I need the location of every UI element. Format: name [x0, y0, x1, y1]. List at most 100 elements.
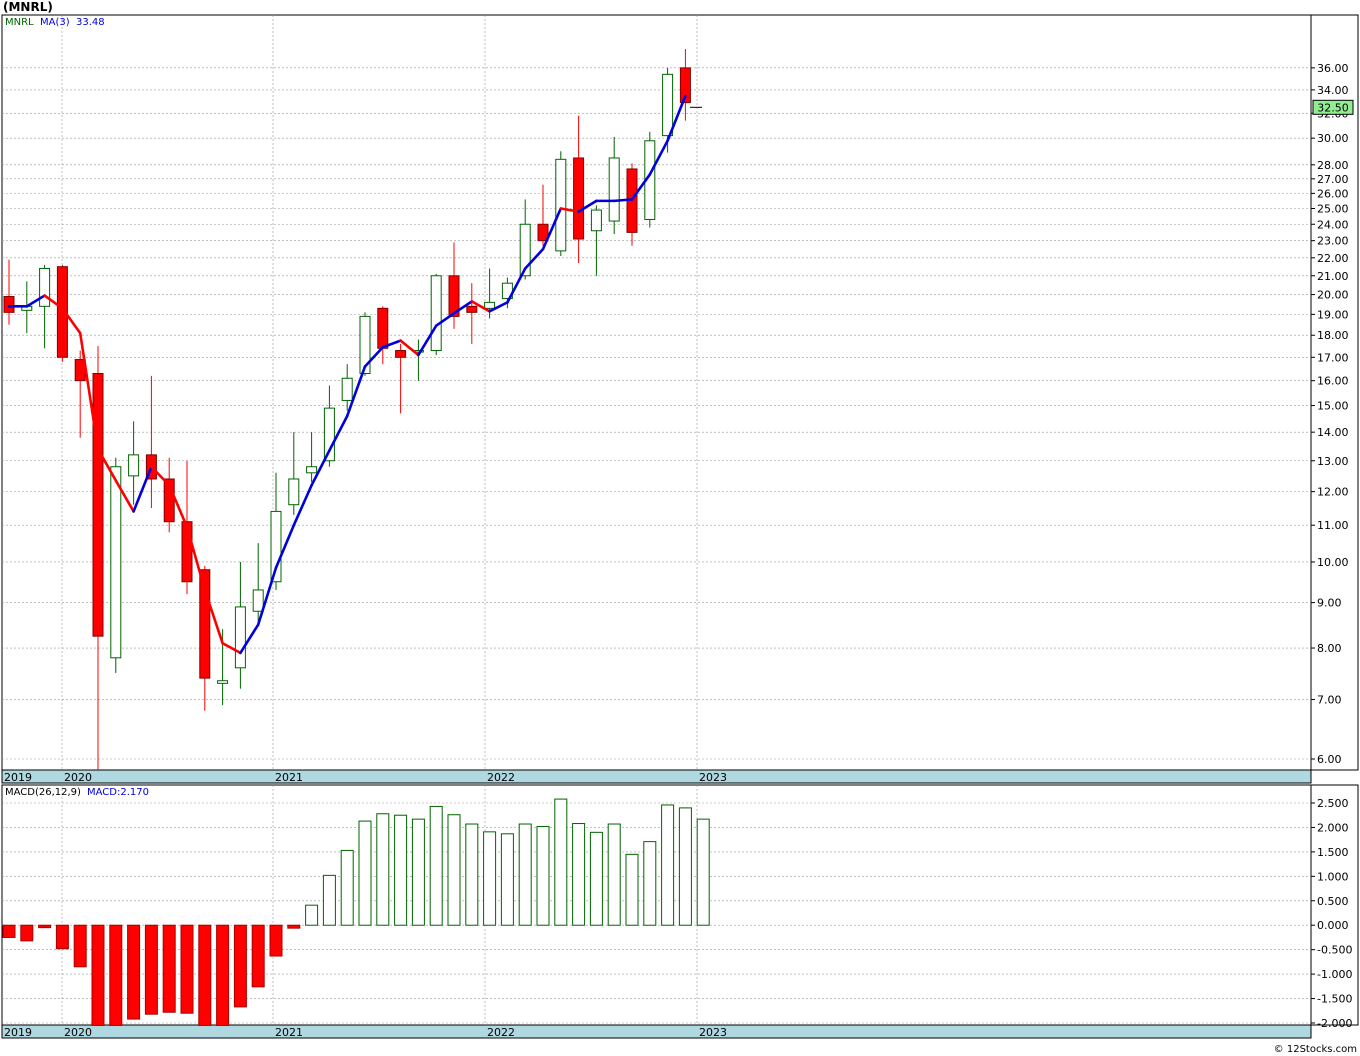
macd-bar [216, 924, 230, 1026]
macd-bar [2, 924, 16, 938]
candle-body [573, 157, 585, 240]
macd-bar [144, 924, 158, 1015]
macd-axis-box [1310, 784, 1359, 1026]
macd-axis-ticks: -2.000 -1.500 -1.000 -0.500 0.000 0.500 1.000 1… [1311, 797, 1352, 1030]
ma-segment [399, 339, 420, 357]
macd-bar [180, 924, 194, 1014]
ma-segment [43, 294, 64, 310]
year-label: 2021 [275, 771, 303, 784]
macd-bar [483, 831, 497, 926]
macd-bar [127, 924, 141, 1020]
macd-bar [109, 924, 123, 1026]
ma-segment [25, 294, 46, 308]
macd-bar [55, 924, 69, 950]
price-tick-label: 11.00 [1317, 519, 1349, 532]
macd-tick-label: 2.000 [1317, 821, 1349, 834]
price-tick-label: 21.00 [1317, 270, 1349, 283]
macd-tick-label: 0.000 [1317, 919, 1349, 932]
candle-body [234, 606, 246, 669]
ma-segment [452, 300, 474, 315]
year-label: 2020 [64, 1026, 92, 1039]
macd-bar [394, 814, 408, 926]
macd-bar [233, 924, 247, 1008]
candle-body [181, 521, 193, 583]
price-gridlines [2, 15, 1311, 770]
macd-bar [269, 924, 283, 957]
candle-body [288, 478, 300, 506]
macd-bar [162, 924, 176, 1013]
candle-body [163, 478, 175, 523]
ma-segment [61, 307, 82, 335]
candle-body [199, 569, 211, 679]
price-tick-label: 16.00 [1317, 375, 1349, 388]
candle-body [270, 510, 282, 583]
last-price-marker: 32.50 [690, 99, 1354, 115]
last-price-tag-box [1312, 99, 1354, 115]
macd-bar [429, 805, 443, 926]
candle-body [56, 266, 68, 358]
candle-body [39, 267, 51, 307]
macd-tick-label: -0.500 [1317, 944, 1352, 957]
ma-segment [114, 479, 135, 513]
price-tick-label: 9.00 [1317, 597, 1342, 610]
price-tick-label: 18.00 [1317, 329, 1349, 342]
ma-segment [506, 267, 527, 304]
ma-segment [488, 301, 509, 313]
macd-bar [340, 849, 354, 926]
macd-bar [607, 823, 621, 926]
candle-body [608, 157, 620, 222]
macd-bar [465, 823, 479, 926]
price-tick-label: 10.00 [1317, 556, 1349, 569]
ma-segment [132, 465, 153, 513]
ma-segment [185, 525, 207, 592]
ma-segment [256, 566, 278, 626]
candle-body [590, 209, 602, 232]
ma-segment [417, 324, 438, 357]
year-label: 2019 [4, 1026, 32, 1039]
candle-body [377, 307, 389, 349]
price-tick-label: 25.00 [1317, 203, 1349, 216]
candle-body [679, 67, 691, 104]
price-tick-label: 8.00 [1317, 642, 1342, 655]
candle-body [555, 158, 567, 252]
ma-segment [239, 623, 260, 655]
macd-bar [38, 924, 52, 929]
ma-segment [470, 300, 491, 313]
legend-ma-label: MA(3) [40, 17, 70, 28]
macd-bar [447, 814, 461, 926]
ma-segment [666, 94, 687, 143]
macd-bar [198, 924, 212, 1026]
macd-bar [287, 924, 301, 929]
price-tick-label: 14.00 [1317, 426, 1349, 439]
macd-bar [73, 924, 87, 968]
candle-body [128, 454, 140, 477]
candle-body [110, 466, 122, 659]
candle-body [430, 275, 442, 352]
ma-segment [363, 345, 385, 368]
price-tick-label: 30.00 [1317, 132, 1349, 145]
ma-segment [292, 483, 313, 527]
price-tick-label: 20.00 [1317, 289, 1349, 302]
ma-segment [221, 641, 242, 655]
macd-bar [572, 823, 586, 926]
price-tick-label: 24.00 [1317, 218, 1349, 231]
candlestick-series [3, 49, 691, 770]
ma-segment [167, 483, 189, 529]
ma-segment [577, 199, 598, 213]
candle-body [3, 296, 15, 313]
price-tick-label: 6.00 [1317, 753, 1342, 766]
price-tick-label: 15.00 [1317, 400, 1349, 413]
ma-segment [630, 173, 652, 201]
ma-segment [381, 339, 402, 349]
macd-date-band [1, 1024, 1312, 1039]
year-label: 2021 [275, 1026, 303, 1039]
macd-bar [536, 825, 550, 926]
price-tick-label: 19.00 [1317, 308, 1349, 321]
date-axis-labels: 2019 2019 2020 2020 2021 2021 2022 2022 2023 2023 [4, 771, 727, 1039]
macd-tick-label: -1.000 [1317, 968, 1352, 981]
year-label: 2022 [487, 1026, 515, 1039]
year-label: 2023 [699, 1026, 727, 1039]
macd-bar [500, 833, 514, 926]
candle-body [323, 407, 335, 462]
macd-tick-label: 2.500 [1317, 797, 1349, 810]
